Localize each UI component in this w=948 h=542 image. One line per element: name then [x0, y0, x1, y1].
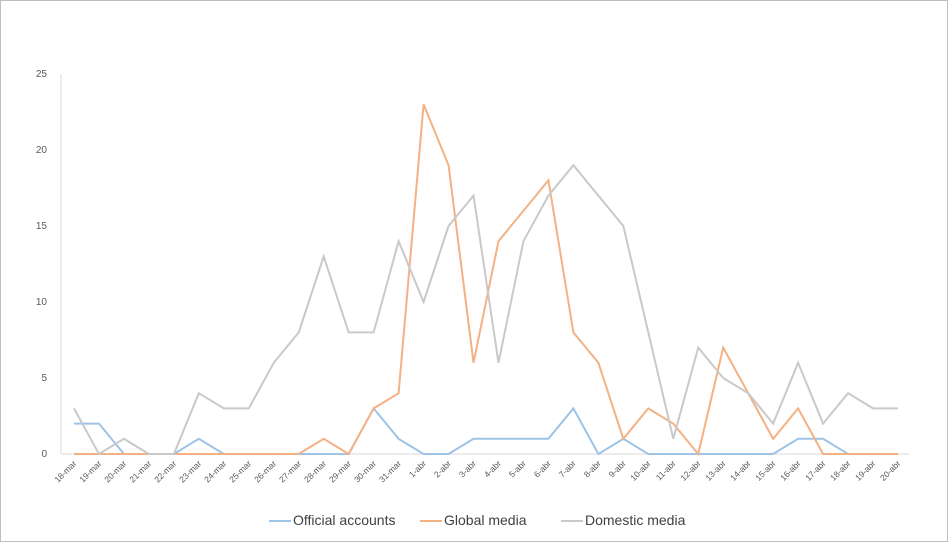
series-line-1 — [74, 406, 898, 456]
x-tick-label: 21-mar — [127, 458, 153, 484]
x-tick-label: 9-abr — [607, 458, 628, 479]
legend-label: Official accounts — [293, 512, 395, 528]
series-line-3 — [73, 163, 898, 456]
x-tick-label: 24-mar — [202, 458, 228, 484]
series-lines — [73, 104, 898, 457]
x-tick-label: 6-abr — [532, 458, 553, 479]
x-tick-label: 18-mar — [52, 458, 78, 484]
y-tick-label: 0 — [41, 449, 47, 460]
x-tick-label: 29-mar — [327, 458, 353, 484]
series-line-2 — [74, 104, 898, 457]
x-tick-label: 31-mar — [377, 458, 403, 484]
x-tick-label: 17-abr — [803, 458, 828, 483]
x-tick-label: 5-abr — [507, 458, 528, 479]
legend: Official accounts Global media Domestic me… — [269, 512, 686, 528]
x-tick-label: 12-abr — [678, 458, 703, 483]
y-tick-label: 15 — [36, 221, 48, 232]
x-tick-label: 19-mar — [77, 458, 103, 484]
x-tick-label: 27-mar — [277, 458, 303, 484]
x-tick-label: 2-abr — [432, 458, 453, 479]
x-tick-label: 26-mar — [252, 458, 278, 484]
x-tick-label: 30-mar — [352, 458, 378, 484]
x-tick-label: 15-abr — [753, 458, 778, 483]
x-tick-label: 23-mar — [177, 458, 203, 484]
x-tick-label: 18-abr — [828, 458, 853, 483]
y-tick-label: 10 — [36, 297, 48, 308]
x-tick-label: 10-abr — [628, 458, 653, 483]
x-tick-label: 13-abr — [703, 458, 728, 483]
x-tick-label: 3-abr — [457, 458, 478, 479]
x-tick-label: 25-mar — [227, 458, 253, 484]
x-tick-label: 7-abr — [557, 458, 578, 479]
x-tick-label: 19-abr — [853, 458, 878, 483]
x-tick-label: 8-abr — [582, 458, 603, 479]
x-tick-label: 4-abr — [482, 458, 503, 479]
y-tick-label: 20 — [36, 145, 48, 156]
x-tick-label: 1-abr — [407, 458, 428, 479]
legend-label: Domestic media — [585, 512, 686, 528]
y-tick-label: 5 — [41, 373, 47, 384]
x-tick-label: 14-abr — [728, 458, 753, 483]
x-tick-label: 20-abr — [878, 458, 903, 483]
x-tick-label: 20-mar — [102, 458, 128, 484]
x-tick-label: 16-abr — [778, 458, 803, 483]
legend-label: Global media — [444, 512, 527, 528]
y-axis: 0 5 10 15 20 25 — [36, 69, 62, 460]
x-tick-label: 28-mar — [302, 458, 328, 484]
x-tick-label: 22-mar — [152, 458, 178, 484]
x-axis: 18-mar19-mar20-mar21-mar22-mar23-mar24-m… — [52, 453, 909, 484]
y-tick-label: 25 — [36, 69, 48, 80]
x-tick-label: 11-abr — [654, 458, 678, 482]
